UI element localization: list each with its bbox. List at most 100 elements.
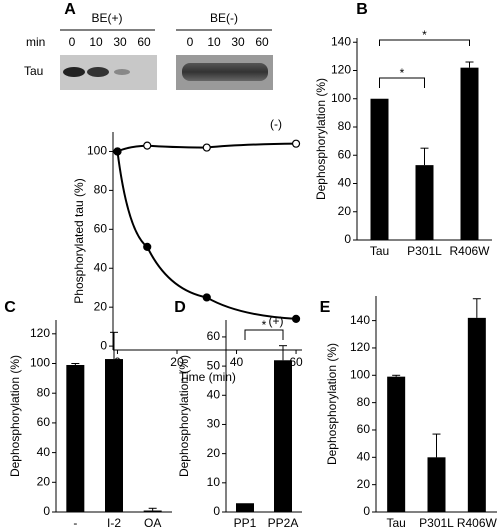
x-tick-label: R406W xyxy=(457,516,498,528)
lane-label: 30 xyxy=(113,35,127,49)
y-tick-label: 0 xyxy=(344,232,351,246)
x-tick-label: 20 xyxy=(170,355,184,369)
y-tick-label: 40 xyxy=(357,449,371,463)
annotation: (+) xyxy=(269,314,284,328)
bar xyxy=(274,360,292,512)
point xyxy=(202,143,211,152)
x-tick-label: 40 xyxy=(230,355,244,369)
y-tick-label: 20 xyxy=(207,446,221,460)
annotation: (-) xyxy=(270,117,282,131)
y-axis-label: Dephosphorylation (%) xyxy=(314,78,328,200)
x-tick-label: Tau xyxy=(370,244,389,258)
y-tick-label: 0 xyxy=(100,338,107,352)
bar xyxy=(105,359,123,512)
point xyxy=(143,141,152,150)
y-tick-label: 20 xyxy=(357,477,371,491)
y-tick-label: 80 xyxy=(37,385,51,399)
y-tick-label: 20 xyxy=(338,204,352,218)
line-series xyxy=(117,142,297,153)
lane-label: 10 xyxy=(89,35,103,49)
x-tick-label: P301L xyxy=(407,244,442,258)
y-tick-label: 80 xyxy=(338,119,352,133)
y-axis-label: Dephosphorylation (%) xyxy=(325,343,339,465)
y-tick-label: 120 xyxy=(331,63,351,77)
bar xyxy=(66,364,85,512)
y-tick-label: 20 xyxy=(37,474,51,488)
significance-bracket xyxy=(379,39,470,46)
y-tick-label: 40 xyxy=(94,260,108,274)
x-tick-label: OA xyxy=(144,516,161,528)
y-tick-label: 0 xyxy=(213,504,220,518)
y-tick-label: 40 xyxy=(207,387,221,401)
y-tick-label: 100 xyxy=(30,356,50,370)
x-tick-label: - xyxy=(73,516,77,528)
y-tick-label: 0 xyxy=(363,504,370,518)
bar xyxy=(460,67,479,240)
y-tick-label: 20 xyxy=(94,299,108,313)
y-tick-label: 80 xyxy=(357,395,371,409)
y-tick-label: 100 xyxy=(87,144,107,158)
group-label: BE(-) xyxy=(210,11,238,25)
y-tick-label: 60 xyxy=(207,329,221,343)
y-tick-label: 120 xyxy=(30,326,50,340)
x-tick-label: R406W xyxy=(449,244,490,258)
panel-letter: B xyxy=(356,1,368,18)
significance-label: * xyxy=(400,66,405,80)
blot-band xyxy=(114,69,130,75)
group-label: BE(+) xyxy=(91,11,122,25)
y-axis-label: Dephosphorylation (%) xyxy=(8,355,22,477)
significance-bracket xyxy=(244,329,284,340)
blot-band xyxy=(87,67,109,77)
point xyxy=(113,147,122,156)
lane-label: 0 xyxy=(69,35,76,49)
significance-label: * xyxy=(422,28,427,42)
point xyxy=(291,314,301,323)
y-tick-label: 0 xyxy=(43,504,50,518)
bar xyxy=(387,376,406,512)
bar xyxy=(467,317,486,512)
point xyxy=(202,293,211,302)
panel-letter: D xyxy=(174,299,186,316)
y-tick-label: 10 xyxy=(207,475,221,489)
lane-label: 60 xyxy=(137,35,151,49)
lane-label: 60 xyxy=(255,35,269,49)
y-tick-label: 100 xyxy=(350,367,370,381)
bar xyxy=(370,98,389,240)
y-tick-label: 60 xyxy=(338,147,352,161)
x-tick-label: I-2 xyxy=(107,516,121,528)
panel-letter: E xyxy=(320,299,331,316)
y-tick-label: 60 xyxy=(37,415,51,429)
blot-band xyxy=(63,67,85,77)
y-tick-label: 50 xyxy=(207,358,221,372)
point xyxy=(291,139,301,148)
y-tick-label: 100 xyxy=(331,91,351,105)
y-tick-label: 40 xyxy=(338,176,352,190)
lane-label: 30 xyxy=(231,35,245,49)
row-label: min xyxy=(26,35,45,49)
y-axis-label: Phosphorylated tau (%) xyxy=(72,178,86,303)
y-tick-label: 60 xyxy=(94,221,108,235)
y-tick-label: 140 xyxy=(331,34,351,48)
x-tick-label: 60 xyxy=(289,355,303,369)
x-tick-label: P301L xyxy=(419,516,454,528)
bar xyxy=(427,457,446,512)
panel-letter: A xyxy=(64,1,76,18)
y-axis-label: Dephosphorylation (%) xyxy=(177,355,191,477)
y-tick-label: 40 xyxy=(37,445,51,459)
y-tick-label: 140 xyxy=(350,313,370,327)
lane-label: 0 xyxy=(187,35,194,49)
significance-bracket xyxy=(379,77,425,88)
bar xyxy=(143,510,162,512)
lane-label: 10 xyxy=(207,35,221,49)
y-tick-label: 120 xyxy=(350,340,370,354)
x-tick-label: PP2A xyxy=(268,516,299,528)
significance-label: * xyxy=(262,318,267,332)
bar xyxy=(236,503,254,512)
y-tick-label: 80 xyxy=(94,183,108,197)
point xyxy=(143,242,152,251)
bar xyxy=(415,165,434,240)
x-axis-label: Time (min) xyxy=(179,370,236,384)
x-tick-label: Tau xyxy=(386,516,405,528)
x-tick-label: PP1 xyxy=(234,516,257,528)
